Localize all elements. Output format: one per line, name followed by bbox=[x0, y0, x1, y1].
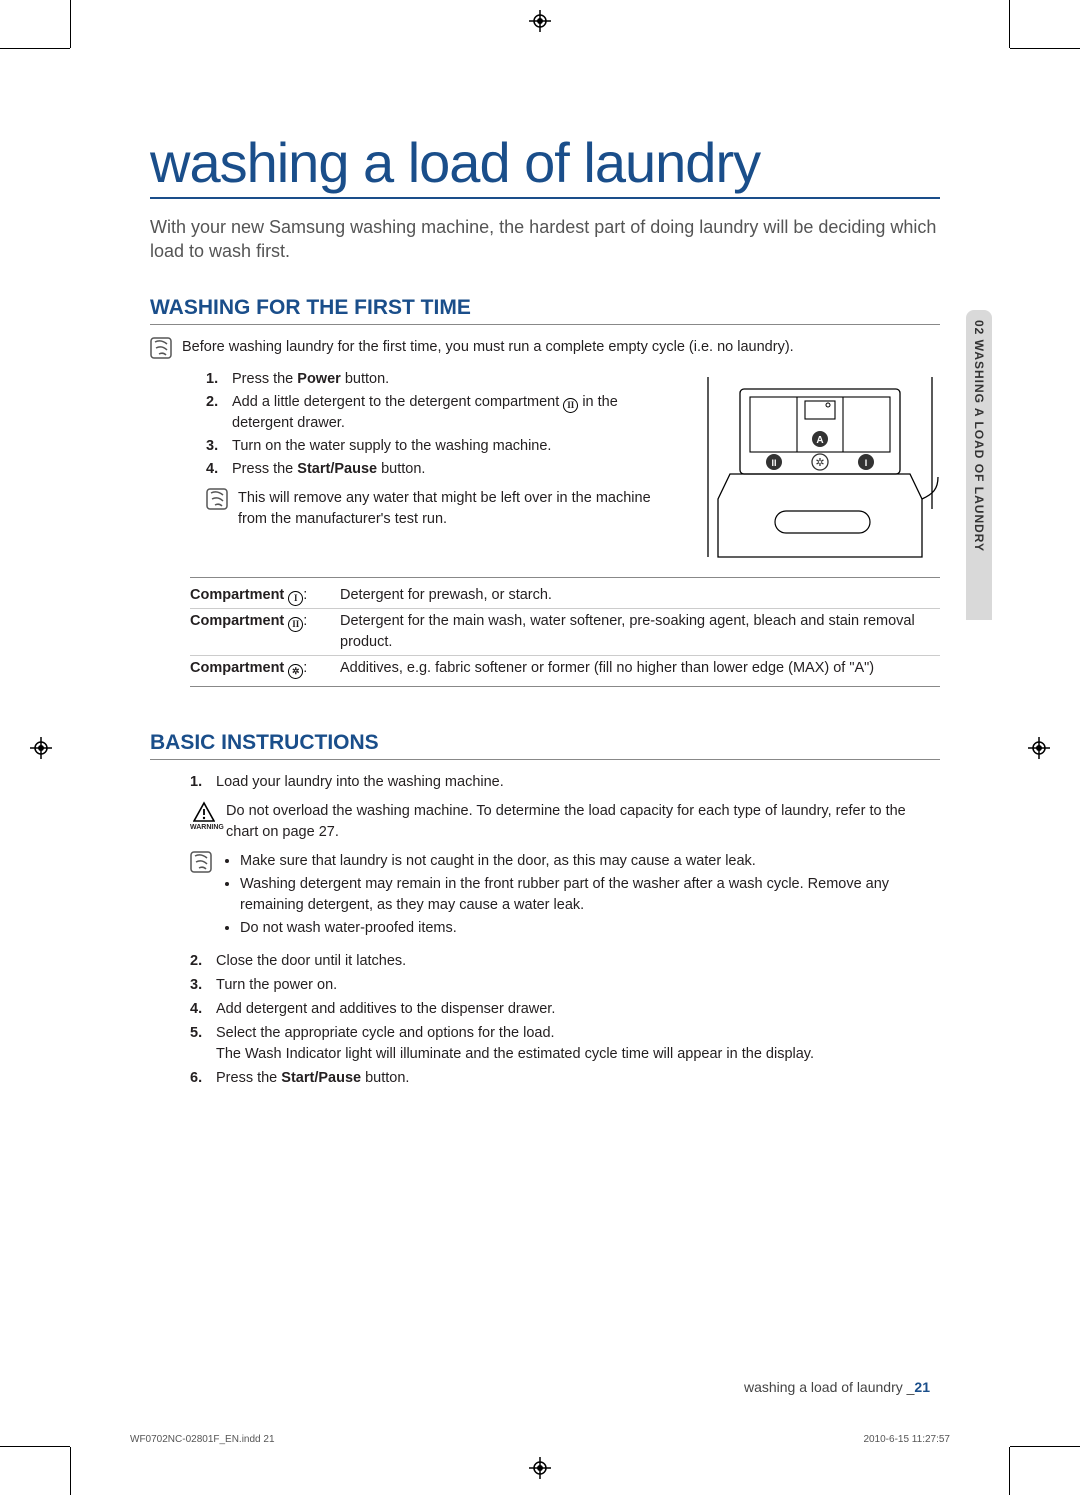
crop-mark bbox=[70, 0, 71, 48]
crop-mark bbox=[1009, 1447, 1010, 1495]
detergent-drawer-diagram: A II ✲ I bbox=[700, 369, 940, 559]
crop-mark bbox=[1010, 1446, 1080, 1447]
crop-mark bbox=[0, 48, 70, 49]
list-item: Washing detergent may remain in the fron… bbox=[240, 874, 940, 916]
list-item: 4.Add detergent and additives to the dis… bbox=[190, 999, 940, 1020]
list-item: 5.Select the appropriate cycle and optio… bbox=[190, 1023, 940, 1065]
note-icon bbox=[190, 851, 212, 873]
list-item: 3.Turn on the water supply to the washin… bbox=[206, 436, 682, 457]
svg-text:I: I bbox=[865, 458, 868, 468]
crop-mark bbox=[1009, 0, 1010, 48]
registration-mark-icon bbox=[30, 737, 52, 759]
table-row: Compartment ✲: Additives, e.g. fabric so… bbox=[190, 655, 940, 681]
compartments-table: Compartment I: Detergent for prewash, or… bbox=[190, 577, 940, 687]
first-time-steps: 1.Press the Power button. 2.Add a little… bbox=[206, 369, 682, 480]
chapter-tab-label: 02 WASHING A LOAD OF LAUNDRY bbox=[972, 320, 986, 552]
list-item: 2.Close the door until it latches. bbox=[190, 951, 940, 972]
note-icon bbox=[206, 488, 228, 510]
note-icon bbox=[150, 337, 172, 359]
list-item: 1.Load your laundry into the washing mac… bbox=[190, 772, 940, 793]
note-text: Before washing laundry for the first tim… bbox=[182, 337, 940, 358]
svg-text:✲: ✲ bbox=[815, 457, 824, 469]
list-item: 3.Turn the power on. bbox=[190, 975, 940, 996]
list-item: 4.Press the Start/Pause button. bbox=[206, 459, 682, 480]
crop-mark bbox=[1010, 48, 1080, 49]
list-item: 2.Add a little detergent to the detergen… bbox=[206, 392, 682, 434]
svg-text:A: A bbox=[816, 435, 823, 446]
running-footer: washing a load of laundry _21 bbox=[744, 1379, 930, 1395]
chapter-tab: 02 WASHING A LOAD OF LAUNDRY bbox=[966, 310, 992, 620]
section-heading-first-time: WASHING FOR THE FIRST TIME bbox=[150, 296, 940, 325]
note-block: Make sure that laundry is not caught in … bbox=[190, 851, 940, 941]
intro-text: With your new Samsung washing machine, t… bbox=[150, 215, 940, 264]
indd-filename: WF0702NC-02801F_EN.indd 21 bbox=[130, 1434, 275, 1445]
warning-label: WARNING bbox=[190, 823, 218, 833]
indd-timestamp: 2010-6-15 11:27:57 bbox=[863, 1434, 950, 1445]
table-row: Compartment I: Detergent for prewash, or… bbox=[190, 583, 940, 608]
list-item: 6.Press the Start/Pause button. bbox=[190, 1068, 940, 1089]
section-heading-basic: BASIC INSTRUCTIONS bbox=[150, 731, 940, 760]
crop-mark bbox=[70, 1447, 71, 1495]
svg-text:II: II bbox=[771, 458, 776, 468]
crop-mark bbox=[0, 1446, 70, 1447]
warning-block: WARNING Do not overload the washing mach… bbox=[190, 801, 940, 843]
warning-text: Do not overload the washing machine. To … bbox=[226, 801, 940, 843]
list-item: 1.Press the Power button. bbox=[206, 369, 682, 390]
table-row: Compartment II: Detergent for the main w… bbox=[190, 608, 940, 655]
registration-mark-icon bbox=[529, 1457, 551, 1479]
page-title: washing a load of laundry bbox=[150, 130, 940, 199]
print-metadata: WF0702NC-02801F_EN.indd 21 2010-6-15 11:… bbox=[130, 1434, 950, 1445]
list-item: Do not wash water-proofed items. bbox=[240, 918, 940, 939]
registration-mark-icon bbox=[1028, 737, 1050, 759]
list-item: Make sure that laundry is not caught in … bbox=[240, 851, 940, 872]
registration-mark-icon bbox=[529, 10, 551, 32]
warning-icon bbox=[193, 801, 215, 823]
note-text: This will remove any water that might be… bbox=[238, 488, 682, 530]
